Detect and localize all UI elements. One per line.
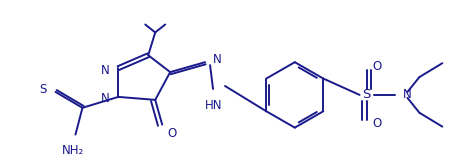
Text: NH₂: NH₂	[62, 144, 84, 157]
Text: N: N	[402, 88, 410, 101]
Text: O: O	[372, 117, 381, 130]
Text: N: N	[213, 53, 221, 66]
Text: HN: HN	[205, 99, 222, 112]
Text: S: S	[39, 83, 46, 96]
Text: O: O	[372, 60, 381, 73]
Text: N: N	[101, 64, 109, 77]
Text: O: O	[167, 127, 176, 140]
Text: N: N	[101, 92, 109, 105]
Text: S: S	[362, 88, 370, 101]
